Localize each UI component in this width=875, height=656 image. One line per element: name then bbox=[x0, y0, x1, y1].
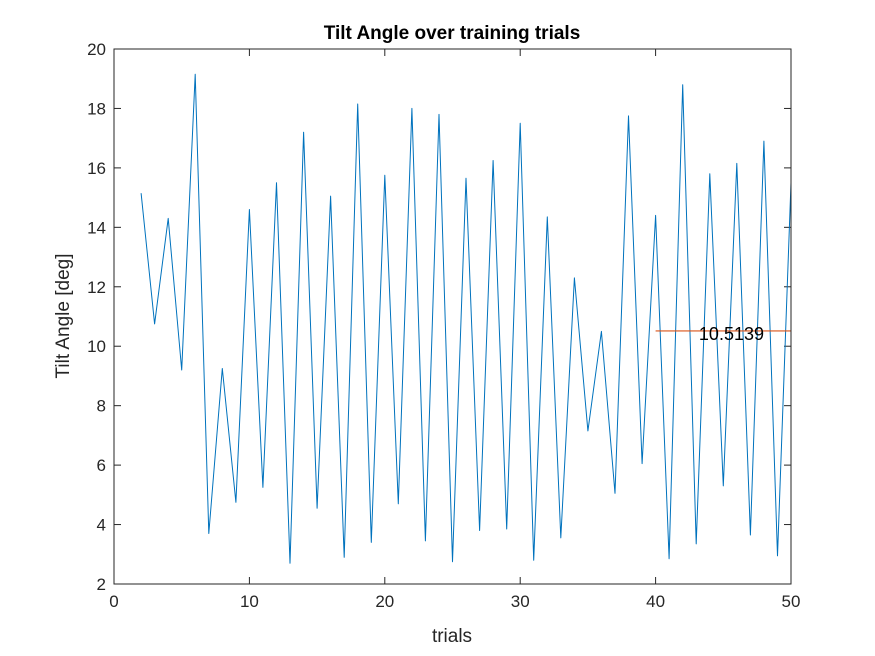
x-tick-label: 40 bbox=[646, 592, 665, 611]
y-tick-label: 8 bbox=[97, 397, 106, 416]
y-tick-label: 16 bbox=[87, 159, 106, 178]
y-tick-label: 4 bbox=[97, 516, 106, 535]
plot-frame bbox=[113, 48, 792, 585]
plot-area bbox=[114, 49, 791, 584]
reference: 10.5139 bbox=[655, 324, 791, 344]
x-axis-label: trials bbox=[432, 626, 472, 647]
y-tick-label: 6 bbox=[97, 456, 106, 475]
reference-line-label: 10.5139 bbox=[699, 324, 764, 344]
x-tick-label: 20 bbox=[375, 592, 394, 611]
y-tick-label: 20 bbox=[87, 40, 106, 59]
x-tick-label: 0 bbox=[109, 592, 118, 611]
y-tick-label: 12 bbox=[87, 278, 106, 297]
x-tick-label: 50 bbox=[782, 592, 801, 611]
x-tick-label: 10 bbox=[240, 592, 259, 611]
x-tick-label: 30 bbox=[511, 592, 530, 611]
chart-title: Tilt Angle over training trials bbox=[324, 23, 581, 44]
ticks: 0 10 20 30 40 50 2 4 6 8 10 12 14 16 18 20 bbox=[87, 40, 800, 611]
y-tick-label: 14 bbox=[87, 218, 106, 237]
series bbox=[140, 73, 792, 564]
y-tick-label: 2 bbox=[97, 575, 106, 594]
y-axis-label: Tilt Angle [deg] bbox=[53, 254, 74, 379]
y-tick-label: 10 bbox=[87, 337, 106, 356]
series-line bbox=[140, 73, 792, 564]
y-tick-label: 18 bbox=[87, 99, 106, 118]
